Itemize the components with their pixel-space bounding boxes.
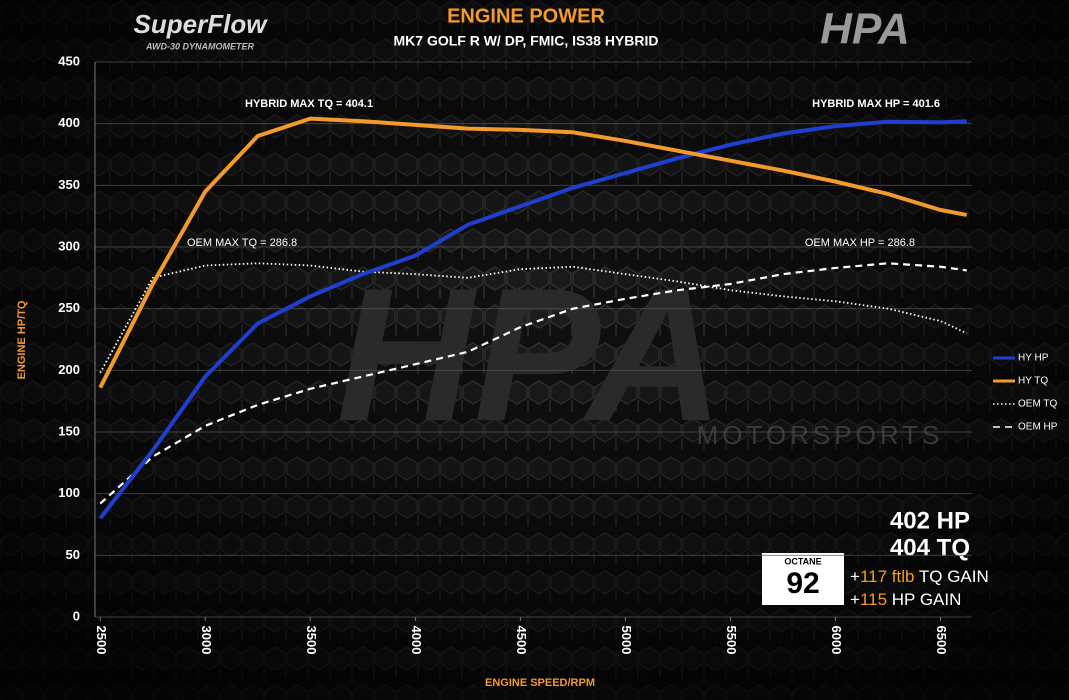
x-tick-label: 4000 bbox=[409, 626, 424, 655]
y-tick-label: 300 bbox=[58, 238, 80, 253]
y-tick-label: 250 bbox=[58, 300, 80, 315]
x-tick-label: 3500 bbox=[304, 626, 319, 655]
x-tick-label: 2500 bbox=[94, 626, 109, 655]
hp-gain: +115 HP GAIN bbox=[850, 590, 961, 609]
x-tick-label: 3000 bbox=[199, 626, 214, 655]
summary: 402 HP 404 TQ OCTANE 92 +117 ftlb TQ GAI… bbox=[762, 507, 989, 609]
y-tick-label: 400 bbox=[58, 115, 80, 130]
watermark-logo: HPA bbox=[336, 249, 723, 461]
watermark: MOTORSPORTS bbox=[697, 420, 944, 450]
y-tick-label: 350 bbox=[58, 177, 80, 192]
x-axis-label: ENGINE SPEED/RPM bbox=[485, 677, 595, 689]
chart-subtitle: MK7 GOLF R W/ DP, FMIC, IS38 HYBRID bbox=[394, 33, 659, 49]
x-tick-label: 5500 bbox=[724, 626, 739, 655]
x-tick-label: 5000 bbox=[619, 626, 634, 655]
annotation: HYBRID MAX TQ = 404.1 bbox=[245, 98, 373, 110]
legend-label: OEM TQ bbox=[1018, 399, 1057, 410]
y-tick-label: 100 bbox=[58, 485, 80, 500]
legend-label: HY HP bbox=[1018, 353, 1049, 364]
hp-gain-sign: + bbox=[850, 590, 860, 609]
series-line bbox=[98, 119, 967, 520]
y-tick-label: 150 bbox=[58, 423, 80, 438]
series-line bbox=[98, 116, 968, 389]
hp-gain-amount: 115 bbox=[860, 590, 887, 609]
annotation: OEM MAX TQ = 286.8 bbox=[187, 237, 297, 249]
grid bbox=[95, 61, 972, 618]
tq-gain-sign: + bbox=[850, 567, 860, 586]
octane-box bbox=[762, 553, 844, 605]
logo-left-sub: AWD-30 DYNAMOMETER bbox=[145, 41, 255, 51]
tq-gain-amount: 117 ftlb bbox=[860, 567, 915, 586]
y-tick-label: 0 bbox=[73, 608, 80, 623]
chart-title: ENGINE POWER bbox=[447, 5, 605, 27]
y-tick-label: 50 bbox=[66, 547, 80, 562]
legend-label: OEM HP bbox=[1018, 422, 1058, 433]
legend-label: HY TQ bbox=[1018, 376, 1048, 387]
legend: HY HP HY TQ OEM TQ OEM HP bbox=[993, 353, 1058, 433]
x-tick-label: 6000 bbox=[829, 626, 844, 655]
octane-label: OCTANE bbox=[784, 556, 821, 566]
series-line bbox=[99, 262, 967, 505]
summary-hp: 402 HP bbox=[890, 507, 970, 534]
y-axis-label: ENGINE HP/TQ bbox=[16, 300, 28, 379]
octane-value: 92 bbox=[786, 567, 819, 600]
x-tick-label: 4500 bbox=[514, 626, 529, 655]
annotation: HYBRID MAX HP = 401.6 bbox=[812, 98, 940, 110]
annotation: OEM MAX HP = 286.8 bbox=[805, 237, 915, 249]
logo-left: SuperFlow bbox=[134, 9, 269, 39]
y-tick-label: 200 bbox=[58, 362, 80, 377]
tq-gain: +117 ftlb TQ GAIN bbox=[850, 567, 989, 586]
hp-gain-text: HP GAIN bbox=[892, 590, 962, 609]
tq-gain-text: TQ GAIN bbox=[919, 567, 989, 586]
summary-tq: 404 TQ bbox=[890, 534, 970, 561]
y-tick-label: 450 bbox=[58, 53, 80, 68]
series-line bbox=[99, 262, 968, 374]
x-tick-label: 6500 bbox=[934, 626, 949, 655]
logo-right: HPA bbox=[820, 5, 910, 54]
